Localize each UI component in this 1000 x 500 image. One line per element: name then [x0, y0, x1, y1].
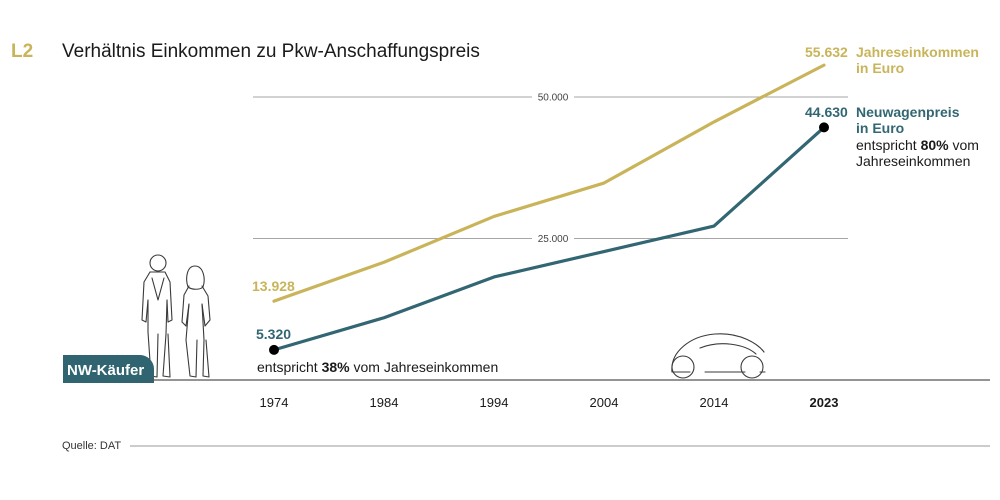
price-point-2023: [819, 122, 829, 133]
end-annotation-percent: 80%: [921, 137, 950, 153]
gridline-label-bg: [532, 231, 574, 246]
badge-background: [63, 355, 154, 383]
income-series-name-line2: in Euro: [856, 60, 904, 76]
series-line-price: [272, 125, 826, 352]
start-annotation-pre: entspricht: [257, 359, 322, 375]
end-annotation-line2: Jahreseinkommen: [856, 153, 970, 169]
gridline-label-25.000: 25.000: [538, 234, 569, 245]
x-tick-label-1984: 1984: [370, 395, 399, 410]
chart-title: Verhältnis Einkommen zu Pkw-Anschaffungs…: [62, 41, 480, 62]
x-tick-label-2004: 2004: [590, 395, 619, 410]
x-tick-label-2023: 2023: [810, 395, 839, 410]
people-illustration-icon: [141, 254, 211, 378]
figure-label: L2: [11, 41, 33, 62]
income-series-name-line1: Jahreseinkommen: [856, 44, 979, 60]
end-annotation-pre: entspricht: [856, 137, 921, 153]
x-tick-layer: 1974 1984 1994 2004 2014 2023: [260, 395, 839, 410]
price-series-name-line2: in Euro: [856, 120, 904, 136]
start-annotation-percent: 38%: [322, 359, 351, 375]
grid-layer: 25.000 50.000: [253, 90, 848, 246]
income-start-value-label: 13.928: [252, 278, 295, 294]
car-illustration-icon: [671, 333, 766, 379]
x-tick-label-1974: 1974: [260, 395, 289, 410]
end-annotation-line1: entspricht 80% vom: [856, 137, 979, 153]
series-line-income: [272, 63, 826, 303]
nw-kaeufer-badge: NW-Käufer: [67, 362, 144, 379]
start-annotation-post: vom Jahreseinkommen: [350, 359, 499, 375]
price-start-value-label: 5.320: [256, 326, 291, 342]
income-end-value-label: 55.632: [805, 44, 848, 60]
x-tick-label-2014: 2014: [700, 395, 729, 410]
end-annotation-post: vom: [949, 137, 979, 153]
source-label: Quelle: DAT: [62, 440, 121, 452]
start-annotation: entspricht 38% vom Jahreseinkommen: [257, 359, 498, 375]
series-layer: [269, 63, 829, 355]
price-point-1974: [269, 344, 279, 355]
gridline-label-bg: [532, 90, 574, 104]
price-series-name-line1: Neuwagenpreis: [856, 104, 960, 120]
gridline-label-50.000: 50.000: [538, 93, 569, 104]
price-end-value-label: 44.630: [805, 104, 848, 120]
x-tick-label-1994: 1994: [480, 395, 509, 410]
